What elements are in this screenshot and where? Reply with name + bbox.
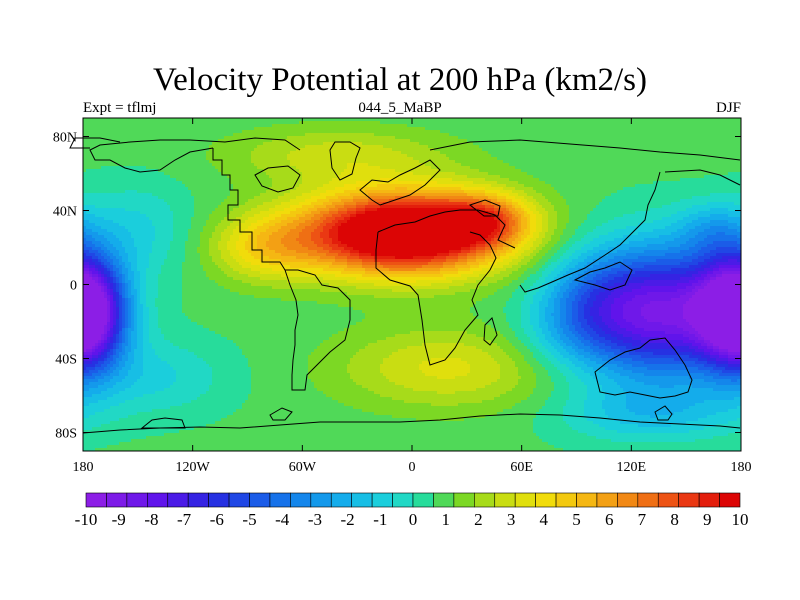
colorbar-label: 0	[409, 510, 418, 529]
colorbar-label: -3	[308, 510, 322, 529]
colorbar-swatch	[168, 493, 188, 507]
colorbar-label: -2	[341, 510, 355, 529]
colorbar-swatch	[699, 493, 719, 507]
colorbar-swatch	[372, 493, 392, 507]
colorbar-label: -10	[75, 510, 98, 529]
x-tick-label: 120E	[617, 460, 647, 475]
map-plot: 180 120W 60W 0 60E 120E 18080N40N040S80S -10 -9…	[0, 0, 800, 600]
colorbar-swatch	[147, 493, 167, 507]
colorbar-label: 7	[638, 510, 647, 529]
colorbar-label: -1	[373, 510, 387, 529]
x-tick-label: 60W	[289, 460, 317, 475]
x-tick-label: 120W	[176, 460, 211, 475]
contour-field	[83, 118, 741, 451]
y-tick-label: 40S	[55, 353, 77, 368]
colorbar-swatch	[290, 493, 310, 507]
colorbar-label: 10	[732, 510, 749, 529]
colorbar-swatch	[617, 493, 637, 507]
colorbar-swatch	[188, 493, 208, 507]
colorbar-swatch	[720, 493, 740, 507]
colorbar-label: 3	[507, 510, 516, 529]
colorbar-swatch	[413, 493, 433, 507]
colorbar: -10 -9 -8 -7 -6 -5 -4 -3 -2 -1 0 1 2 3 4 5 6 7 8 9 10	[75, 493, 749, 529]
colorbar-swatch	[209, 493, 229, 507]
colorbar-label: -7	[177, 510, 192, 529]
y-tick-label: 80N	[53, 131, 77, 146]
colorbar-label: -6	[210, 510, 224, 529]
colorbar-swatch	[331, 493, 351, 507]
colorbar-label: 5	[572, 510, 581, 529]
colorbar-label: 9	[703, 510, 712, 529]
colorbar-label: 8	[670, 510, 679, 529]
colorbar-swatch	[106, 493, 126, 507]
colorbar-swatch	[515, 493, 535, 507]
y-tick-label: 80S	[55, 427, 77, 442]
colorbar-swatch	[454, 493, 474, 507]
colorbar-swatch	[393, 493, 413, 507]
colorbar-swatch	[597, 493, 617, 507]
colorbar-swatch	[270, 493, 290, 507]
colorbar-swatch	[229, 493, 249, 507]
colorbar-label: 6	[605, 510, 614, 529]
colorbar-swatch	[495, 493, 515, 507]
colorbar-label: 4	[540, 510, 549, 529]
colorbar-swatch	[638, 493, 658, 507]
y-tick-label: 40N	[53, 205, 77, 220]
colorbar-swatch	[577, 493, 597, 507]
colorbar-label: 1	[441, 510, 450, 529]
colorbar-label: -4	[275, 510, 290, 529]
x-tick-label: 180	[73, 460, 94, 475]
colorbar-swatch	[433, 493, 453, 507]
colorbar-swatch	[352, 493, 372, 507]
colorbar-swatch	[474, 493, 494, 507]
colorbar-swatch	[658, 493, 678, 507]
colorbar-label: -5	[242, 510, 256, 529]
colorbar-swatch	[556, 493, 576, 507]
colorbar-label: -9	[112, 510, 126, 529]
colorbar-swatch	[679, 493, 699, 507]
colorbar-swatch	[127, 493, 147, 507]
colorbar-swatch	[250, 493, 270, 507]
colorbar-label: 2	[474, 510, 483, 529]
colorbar-swatch	[536, 493, 556, 507]
x-tick-label: 60E	[510, 460, 533, 475]
y-tick-label: 0	[70, 279, 77, 294]
x-tick-label: 180	[731, 460, 752, 475]
colorbar-label: -8	[144, 510, 158, 529]
colorbar-swatch	[86, 493, 106, 507]
colorbar-swatch	[311, 493, 331, 507]
x-tick-label: 0	[409, 460, 416, 475]
